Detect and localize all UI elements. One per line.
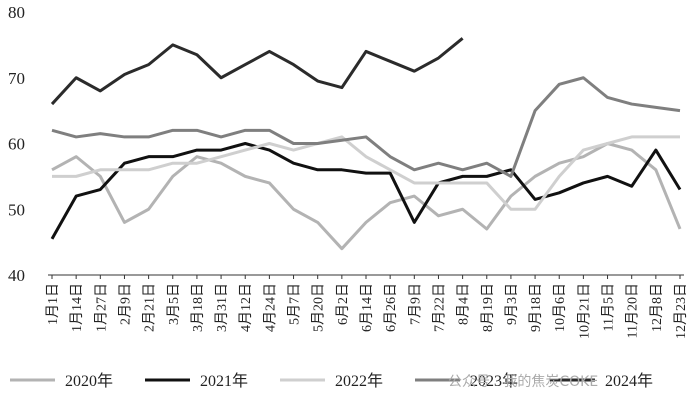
x-tick-label: 12月23日 (673, 283, 689, 339)
x-tick-label: 7月22日 (431, 283, 447, 332)
y-tick-label: 80 (8, 3, 25, 22)
y-tick-label: 40 (8, 266, 25, 285)
x-tick-label: 9月3日 (504, 283, 520, 325)
series-line (50, 37, 464, 106)
x-tick-label: 12月8日 (649, 283, 665, 332)
series-line (51, 142, 682, 251)
x-tick-label: 2月21日 (142, 283, 158, 332)
x-tick-label: 10月6日 (552, 283, 568, 332)
x-tick-label: 9月18日 (528, 283, 544, 332)
legend-label: 2021年 (200, 372, 248, 390)
x-tick-label: 10月21日 (576, 283, 592, 339)
x-tick-label: 2月9日 (117, 283, 133, 325)
x-tick-label: 5月7日 (287, 283, 303, 325)
y-tick-label: 60 (8, 135, 25, 154)
legend-label: 2022年 (335, 372, 383, 390)
watermark: 公众号 · 我的焦炭COKE (448, 374, 598, 390)
x-tick-label: 3月18日 (190, 283, 206, 332)
legend-label: 2023年 (470, 372, 518, 390)
x-tick-label: 1月27日 (93, 283, 109, 332)
x-tick-label: 3月5日 (166, 283, 182, 325)
x-tick-label: 1月1日 (45, 283, 61, 325)
x-tick-label: 3月31日 (214, 283, 230, 332)
series-line (51, 76, 681, 178)
legend-label: 2020年 (65, 372, 113, 390)
series-line (50, 142, 682, 240)
x-tick-label: 7月9日 (407, 283, 423, 325)
x-tick-label: 8月4日 (456, 283, 472, 325)
x-tick-label: 5月20日 (311, 283, 327, 332)
y-tick-label: 70 (8, 69, 25, 88)
legend-label: 2024年 (605, 372, 653, 390)
series-line (52, 135, 680, 211)
x-tick-label: 1月14日 (69, 283, 85, 332)
x-tick-label: 6月26日 (383, 283, 399, 332)
x-tick-label: 11月20日 (625, 283, 641, 338)
x-tick-label: 6月14日 (359, 283, 375, 332)
x-tick-label: 4月12日 (238, 283, 254, 332)
x-tick-label: 11月5日 (601, 283, 617, 331)
x-tick-label: 4月24日 (262, 283, 278, 332)
y-tick-label: 50 (8, 200, 25, 219)
x-tick-label: 8月19日 (480, 283, 496, 332)
x-tick-label: 6月2日 (335, 283, 351, 325)
